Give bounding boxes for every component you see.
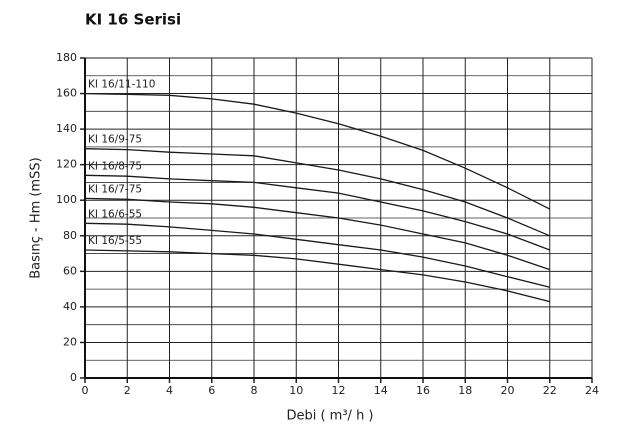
x-tick-label: 14 (374, 384, 388, 397)
x-tick-label: 10 (289, 384, 303, 397)
y-tick-label: 80 (63, 229, 77, 242)
x-tick-label: 24 (585, 384, 599, 397)
y-tick-label: 180 (56, 51, 77, 64)
y-tick-label: 100 (56, 193, 77, 206)
series-line (84, 92, 551, 210)
y-tick-label: 40 (63, 300, 77, 313)
series-label: KI 16/11-110 (88, 79, 155, 91)
y-axis-label: Basınç - Hm (mSS) (29, 157, 44, 279)
series-line (84, 222, 550, 288)
x-tick-label: 6 (208, 384, 215, 397)
x-tick-label: 22 (543, 384, 557, 397)
y-tick-label: 20 (63, 335, 77, 348)
y-tick-label: 60 (63, 264, 77, 277)
y-tick-label: 120 (56, 158, 77, 171)
series-label: KI 16/7-75 (88, 183, 142, 195)
series-line (84, 197, 551, 271)
series-label: KI 16/6-55 (88, 208, 142, 220)
x-tick-label: 20 (501, 384, 515, 397)
x-tick-label: 12 (332, 384, 346, 397)
x-tick-label: 16 (416, 384, 430, 397)
series-label: KI 16/9-75 (88, 134, 142, 146)
x-tick-label: 0 (82, 384, 89, 397)
series-line (84, 249, 550, 303)
x-tick-label: 8 (251, 384, 258, 397)
series-label: KI 16/8-75 (88, 160, 142, 172)
series-line (84, 148, 551, 237)
x-tick-label: 18 (458, 384, 472, 397)
series-label: KI 16/5-55 (88, 235, 142, 247)
y-tick-label: 0 (70, 371, 77, 384)
chart-title: KI 16 Serisi (85, 11, 181, 29)
y-tick-label: 160 (56, 87, 77, 100)
x-axis-label: Debi ( m³/ h ) (286, 409, 373, 424)
x-tick-label: 2 (124, 384, 131, 397)
y-tick-label: 140 (56, 122, 77, 135)
series-line (84, 174, 551, 251)
x-tick-label: 4 (166, 384, 173, 397)
